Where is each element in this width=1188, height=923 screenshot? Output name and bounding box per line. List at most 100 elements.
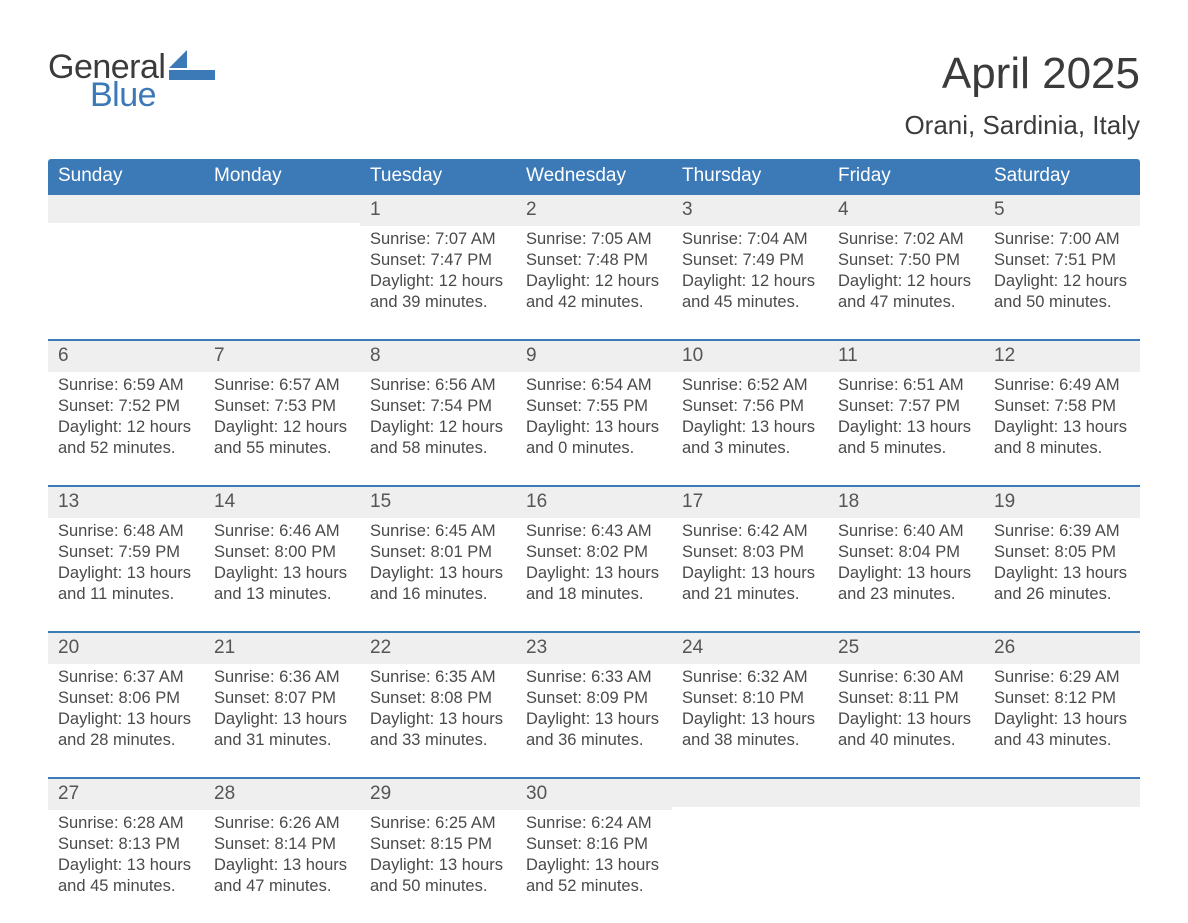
daylight-text: Daylight: 13 hours and 43 minutes.	[994, 709, 1130, 751]
day-number	[672, 779, 828, 807]
sunrise-text: Sunrise: 6:25 AM	[370, 813, 506, 834]
calendar-day-cell: 3Sunrise: 7:04 AMSunset: 7:49 PMDaylight…	[672, 194, 828, 340]
day-details: Sunrise: 7:02 AMSunset: 7:50 PMDaylight:…	[828, 226, 984, 319]
calendar-day-cell: 28Sunrise: 6:26 AMSunset: 8:14 PMDayligh…	[204, 778, 360, 923]
day-number: 2	[516, 195, 672, 226]
sunset-text: Sunset: 8:07 PM	[214, 688, 350, 709]
calendar-day-cell	[48, 194, 204, 340]
weekday-header: Thursday	[672, 159, 828, 194]
sunrise-text: Sunrise: 7:07 AM	[370, 229, 506, 250]
day-details: Sunrise: 6:36 AMSunset: 8:07 PMDaylight:…	[204, 664, 360, 757]
day-details: Sunrise: 6:42 AMSunset: 8:03 PMDaylight:…	[672, 518, 828, 611]
calendar-day-cell: 19Sunrise: 6:39 AMSunset: 8:05 PMDayligh…	[984, 486, 1140, 632]
day-number: 7	[204, 341, 360, 372]
calendar-day-cell: 26Sunrise: 6:29 AMSunset: 8:12 PMDayligh…	[984, 632, 1140, 778]
day-number: 26	[984, 633, 1140, 664]
day-number: 4	[828, 195, 984, 226]
daylight-text: Daylight: 13 hours and 18 minutes.	[526, 563, 662, 605]
calendar-day-cell: 6Sunrise: 6:59 AMSunset: 7:52 PMDaylight…	[48, 340, 204, 486]
day-number: 18	[828, 487, 984, 518]
sunrise-text: Sunrise: 6:45 AM	[370, 521, 506, 542]
logo-word-2: Blue	[90, 78, 165, 112]
calendar-day-cell: 4Sunrise: 7:02 AMSunset: 7:50 PMDaylight…	[828, 194, 984, 340]
day-number	[204, 195, 360, 223]
calendar-week-row: 6Sunrise: 6:59 AMSunset: 7:52 PMDaylight…	[48, 340, 1140, 486]
day-number	[828, 779, 984, 807]
calendar-week-row: 1Sunrise: 7:07 AMSunset: 7:47 PMDaylight…	[48, 194, 1140, 340]
weekday-header: Wednesday	[516, 159, 672, 194]
calendar-day-cell: 17Sunrise: 6:42 AMSunset: 8:03 PMDayligh…	[672, 486, 828, 632]
sunrise-text: Sunrise: 6:46 AM	[214, 521, 350, 542]
sunrise-text: Sunrise: 6:42 AM	[682, 521, 818, 542]
sunrise-text: Sunrise: 6:51 AM	[838, 375, 974, 396]
calendar-day-cell: 13Sunrise: 6:48 AMSunset: 7:59 PMDayligh…	[48, 486, 204, 632]
day-details	[672, 807, 828, 816]
calendar-day-cell: 15Sunrise: 6:45 AMSunset: 8:01 PMDayligh…	[360, 486, 516, 632]
day-details	[204, 223, 360, 232]
sunset-text: Sunset: 8:01 PM	[370, 542, 506, 563]
day-number: 29	[360, 779, 516, 810]
daylight-text: Daylight: 13 hours and 31 minutes.	[214, 709, 350, 751]
day-number: 10	[672, 341, 828, 372]
sunset-text: Sunset: 7:52 PM	[58, 396, 194, 417]
sunrise-text: Sunrise: 7:00 AM	[994, 229, 1130, 250]
day-details: Sunrise: 6:25 AMSunset: 8:15 PMDaylight:…	[360, 810, 516, 903]
calendar-day-cell: 29Sunrise: 6:25 AMSunset: 8:15 PMDayligh…	[360, 778, 516, 923]
month-title: April 2025	[904, 50, 1140, 98]
day-number: 5	[984, 195, 1140, 226]
day-number: 3	[672, 195, 828, 226]
day-number: 17	[672, 487, 828, 518]
sunset-text: Sunset: 8:10 PM	[682, 688, 818, 709]
calendar-week-row: 13Sunrise: 6:48 AMSunset: 7:59 PMDayligh…	[48, 486, 1140, 632]
calendar-day-cell: 20Sunrise: 6:37 AMSunset: 8:06 PMDayligh…	[48, 632, 204, 778]
sunset-text: Sunset: 7:59 PM	[58, 542, 194, 563]
daylight-text: Daylight: 12 hours and 39 minutes.	[370, 271, 506, 313]
sunset-text: Sunset: 7:48 PM	[526, 250, 662, 271]
sunrise-text: Sunrise: 6:32 AM	[682, 667, 818, 688]
sunrise-text: Sunrise: 6:29 AM	[994, 667, 1130, 688]
day-number: 9	[516, 341, 672, 372]
daylight-text: Daylight: 13 hours and 0 minutes.	[526, 417, 662, 459]
day-number: 21	[204, 633, 360, 664]
day-number: 30	[516, 779, 672, 810]
day-number: 6	[48, 341, 204, 372]
sunrise-text: Sunrise: 6:40 AM	[838, 521, 974, 542]
day-details	[984, 807, 1140, 816]
sunset-text: Sunset: 8:14 PM	[214, 834, 350, 855]
daylight-text: Daylight: 13 hours and 26 minutes.	[994, 563, 1130, 605]
calendar-day-cell: 8Sunrise: 6:56 AMSunset: 7:54 PMDaylight…	[360, 340, 516, 486]
header: General Blue April 2025 Orani, Sardinia,…	[48, 50, 1140, 141]
sunset-text: Sunset: 7:58 PM	[994, 396, 1130, 417]
weekday-header: Tuesday	[360, 159, 516, 194]
day-details: Sunrise: 7:05 AMSunset: 7:48 PMDaylight:…	[516, 226, 672, 319]
daylight-text: Daylight: 13 hours and 36 minutes.	[526, 709, 662, 751]
sunrise-text: Sunrise: 6:24 AM	[526, 813, 662, 834]
day-number: 13	[48, 487, 204, 518]
daylight-text: Daylight: 13 hours and 5 minutes.	[838, 417, 974, 459]
daylight-text: Daylight: 13 hours and 21 minutes.	[682, 563, 818, 605]
calendar-day-cell: 7Sunrise: 6:57 AMSunset: 7:53 PMDaylight…	[204, 340, 360, 486]
calendar-day-cell	[828, 778, 984, 923]
daylight-text: Daylight: 13 hours and 16 minutes.	[370, 563, 506, 605]
calendar-day-cell: 30Sunrise: 6:24 AMSunset: 8:16 PMDayligh…	[516, 778, 672, 923]
day-details: Sunrise: 7:07 AMSunset: 7:47 PMDaylight:…	[360, 226, 516, 319]
daylight-text: Daylight: 12 hours and 50 minutes.	[994, 271, 1130, 313]
day-details: Sunrise: 6:56 AMSunset: 7:54 PMDaylight:…	[360, 372, 516, 465]
calendar-day-cell: 24Sunrise: 6:32 AMSunset: 8:10 PMDayligh…	[672, 632, 828, 778]
calendar-day-cell: 9Sunrise: 6:54 AMSunset: 7:55 PMDaylight…	[516, 340, 672, 486]
calendar-day-cell: 2Sunrise: 7:05 AMSunset: 7:48 PMDaylight…	[516, 194, 672, 340]
daylight-text: Daylight: 13 hours and 8 minutes.	[994, 417, 1130, 459]
sunrise-text: Sunrise: 7:04 AM	[682, 229, 818, 250]
day-details: Sunrise: 6:26 AMSunset: 8:14 PMDaylight:…	[204, 810, 360, 903]
day-details: Sunrise: 6:28 AMSunset: 8:13 PMDaylight:…	[48, 810, 204, 903]
daylight-text: Daylight: 13 hours and 13 minutes.	[214, 563, 350, 605]
day-details: Sunrise: 7:00 AMSunset: 7:51 PMDaylight:…	[984, 226, 1140, 319]
sunrise-text: Sunrise: 6:54 AM	[526, 375, 662, 396]
daylight-text: Daylight: 13 hours and 3 minutes.	[682, 417, 818, 459]
day-number: 23	[516, 633, 672, 664]
calendar-day-cell: 18Sunrise: 6:40 AMSunset: 8:04 PMDayligh…	[828, 486, 984, 632]
day-details: Sunrise: 6:30 AMSunset: 8:11 PMDaylight:…	[828, 664, 984, 757]
day-details: Sunrise: 7:04 AMSunset: 7:49 PMDaylight:…	[672, 226, 828, 319]
day-details: Sunrise: 6:45 AMSunset: 8:01 PMDaylight:…	[360, 518, 516, 611]
daylight-text: Daylight: 13 hours and 52 minutes.	[526, 855, 662, 897]
